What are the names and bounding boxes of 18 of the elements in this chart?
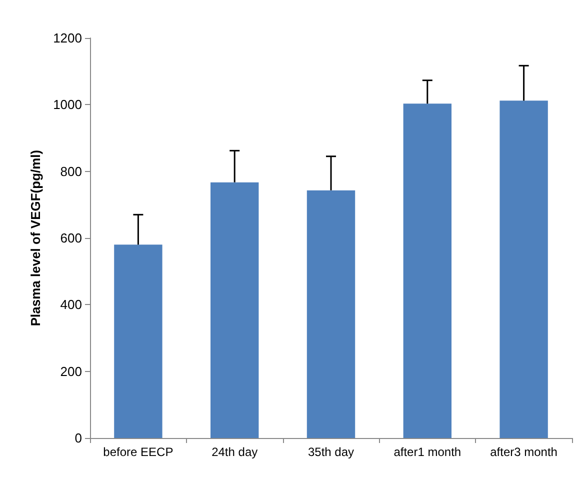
- x-tick-label: 35th day: [308, 445, 354, 459]
- y-tick-label: 400: [60, 297, 82, 312]
- bar: [114, 244, 162, 438]
- y-tick-label: 0: [74, 430, 82, 446]
- bar: [500, 100, 548, 438]
- bar: [306, 190, 356, 438]
- x-tick-label: after1 month: [394, 445, 462, 459]
- y-tick-label: 800: [60, 164, 82, 179]
- x-tick-label: after3 month: [490, 445, 558, 459]
- y-axis-title: Plasma level of VEGF(pg/ml): [28, 150, 43, 326]
- y-tick-label: 200: [60, 364, 82, 379]
- y-tick-label: 1000: [53, 97, 82, 112]
- x-tick-label: before EECP: [103, 445, 174, 459]
- x-tick-label: 24th day: [212, 445, 258, 459]
- y-tick-label: 600: [60, 230, 82, 246]
- bar: [403, 104, 452, 438]
- y-tick-label: 1200: [53, 30, 82, 46]
- bar: [210, 182, 259, 438]
